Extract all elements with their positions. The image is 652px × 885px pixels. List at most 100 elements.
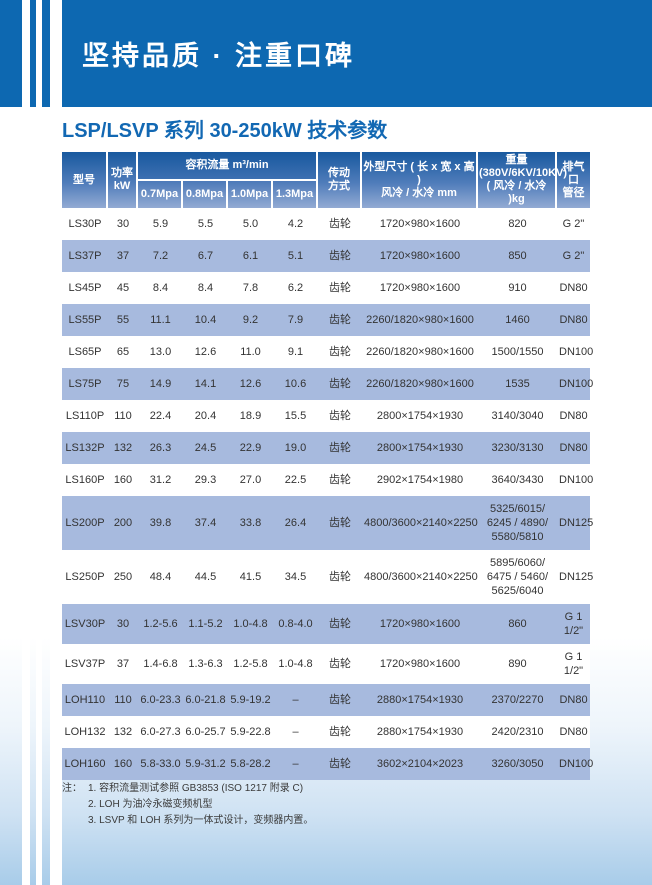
table-row: LSV37P 37 1.4-6.8 1.3-6.3 1.2-5.8 1.0-4.8 齿轮 17… xyxy=(62,644,590,684)
cell-f10: 7.8 xyxy=(228,272,273,304)
cell-drive: 齿轮 xyxy=(318,464,362,496)
cell-port: DN100 xyxy=(557,368,593,400)
cell-drive: 齿轮 xyxy=(318,400,362,432)
cell-weight: 1500/1550 xyxy=(478,336,557,368)
cell-port: DN125 xyxy=(557,550,593,604)
cell-f07: 6.0-23.3 xyxy=(138,684,183,716)
cell-f08: 6.7 xyxy=(183,240,228,272)
cell-f10: 9.2 xyxy=(228,304,273,336)
cell-f08: 24.5 xyxy=(183,432,228,464)
cell-weight: 2420/2310 xyxy=(478,716,557,748)
cell-power: 250 xyxy=(108,550,138,604)
cell-power: 30 xyxy=(108,208,138,240)
cell-port: DN80 xyxy=(557,400,590,432)
cell-f10: 6.1 xyxy=(228,240,273,272)
cell-dims: 1720×980×1600 xyxy=(362,240,478,272)
cell-f10: 5.8-28.2 xyxy=(228,748,273,780)
cell-weight: 1460 xyxy=(478,304,557,336)
cell-power: 37 xyxy=(108,240,138,272)
cell-f10: 33.8 xyxy=(228,496,273,550)
cell-power: 160 xyxy=(108,464,138,496)
spec-table-body: LS30P 30 5.9 5.5 5.0 4.2 齿轮 1720×980×1600 820 G 2… xyxy=(62,208,593,780)
cell-f08: 20.4 xyxy=(183,400,228,432)
cell-port: DN80 xyxy=(557,432,590,464)
cell-dims: 4800/3600×2140×2250 xyxy=(362,496,478,550)
cell-power: 65 xyxy=(108,336,138,368)
header-drive: 传动 方式 xyxy=(318,152,362,208)
cell-port: DN100 xyxy=(557,464,593,496)
header-pressure-0-7mpa: 0.7Mpa xyxy=(138,181,183,208)
cell-weight: 820 xyxy=(478,208,557,240)
cell-f13: 19.0 xyxy=(273,432,318,464)
cell-drive: 齿轮 xyxy=(318,496,362,550)
cell-f13: 9.1 xyxy=(273,336,318,368)
cell-drive: 齿轮 xyxy=(318,208,362,240)
cell-f08: 29.3 xyxy=(183,464,228,496)
table-row: LS132P 132 26.3 24.5 22.9 19.0 齿轮 2800×1754×193… xyxy=(62,432,590,464)
table-row: LS55P 55 11.1 10.4 9.2 7.9 齿轮 2260/1820×980×160… xyxy=(62,304,590,336)
cell-f13: 10.6 xyxy=(273,368,318,400)
cell-model: LSV30P xyxy=(62,604,108,644)
cell-model: LS37P xyxy=(62,240,108,272)
cell-drive: 齿轮 xyxy=(318,716,362,748)
left-stripe-decoration xyxy=(50,0,62,885)
notes-label: 注： xyxy=(62,783,82,794)
cell-f13: 34.5 xyxy=(273,550,318,604)
table-row: LSV30P 30 1.2-5.6 1.1-5.2 1.0-4.8 0.8-4.0 齿轮 17… xyxy=(62,604,590,644)
cell-model: LSV37P xyxy=(62,644,108,684)
cell-weight: 3640/3430 xyxy=(478,464,557,496)
cell-f08: 5.5 xyxy=(183,208,228,240)
header-pressure-1-3mpa: 1.3Mpa xyxy=(273,181,318,208)
cell-weight: 910 xyxy=(478,272,557,304)
cell-f10: 1.0-4.8 xyxy=(228,604,273,644)
cell-f10: 41.5 xyxy=(228,550,273,604)
cell-port: DN125 xyxy=(557,496,593,550)
cell-model: LS200P xyxy=(62,496,108,550)
cell-power: 110 xyxy=(108,400,138,432)
cell-drive: 齿轮 xyxy=(318,748,362,780)
cell-port: G 1 1/2" xyxy=(557,604,590,644)
spec-table: 型号 功率 kW 容积流量 m³/min 传动 方式 外型尺寸 ( 长 x 宽 … xyxy=(62,152,593,780)
cell-f08: 5.9-31.2 xyxy=(183,748,228,780)
cell-power: 75 xyxy=(108,368,138,400)
cell-f07: 14.9 xyxy=(138,368,183,400)
page-title: LSP/LSVP 系列 30-250kW 技术参数 xyxy=(62,120,388,142)
cell-dims: 2800×1754×1930 xyxy=(362,432,478,464)
cell-model: LS110P xyxy=(62,400,108,432)
cell-model: LS160P xyxy=(62,464,108,496)
cell-f08: 6.0-25.7 xyxy=(183,716,228,748)
cell-f07: 5.9 xyxy=(138,208,183,240)
cell-f13: 15.5 xyxy=(273,400,318,432)
table-row: LS30P 30 5.9 5.5 5.0 4.2 齿轮 1720×980×1600 820 G 2… xyxy=(62,208,590,240)
table-row: LS250P 250 48.4 44.5 41.5 34.5 齿轮 4800/3600×214… xyxy=(62,550,593,604)
cell-f13: – xyxy=(273,748,318,780)
cell-model: LS30P xyxy=(62,208,108,240)
table-row: LS37P 37 7.2 6.7 6.1 5.1 齿轮 1720×980×1600 850 G 2… xyxy=(62,240,590,272)
cell-port: DN100 xyxy=(557,336,593,368)
cell-f07: 13.0 xyxy=(138,336,183,368)
cell-model: LOH160 xyxy=(62,748,108,780)
cell-dims: 2880×1754×1930 xyxy=(362,716,478,748)
cell-f13: 4.2 xyxy=(273,208,318,240)
banner-title: 坚持品质 · 注重口碑 xyxy=(82,41,355,71)
header-port: 排气口 管径 xyxy=(557,152,590,208)
cell-power: 132 xyxy=(108,432,138,464)
cell-f07: 39.8 xyxy=(138,496,183,550)
cell-f10: 5.0 xyxy=(228,208,273,240)
header-model: 型号 xyxy=(62,152,108,208)
cell-f07: 8.4 xyxy=(138,272,183,304)
cell-f10: 5.9-22.8 xyxy=(228,716,273,748)
cell-power: 200 xyxy=(108,496,138,550)
cell-power: 110 xyxy=(108,684,138,716)
cell-port: G 2" xyxy=(557,240,590,272)
cell-f10: 22.9 xyxy=(228,432,273,464)
cell-model: LOH110 xyxy=(62,684,108,716)
cell-dims: 2260/1820×980×1600 xyxy=(362,304,478,336)
cell-f10: 27.0 xyxy=(228,464,273,496)
cell-weight: 890 xyxy=(478,644,557,684)
cell-f07: 48.4 xyxy=(138,550,183,604)
cell-port: DN80 xyxy=(557,272,590,304)
cell-drive: 齿轮 xyxy=(318,604,362,644)
notes: 注： 1. 容积流量测试参照 GB3853 (ISO 1217 附录 C) 2.… xyxy=(62,781,313,829)
cell-f07: 11.1 xyxy=(138,304,183,336)
